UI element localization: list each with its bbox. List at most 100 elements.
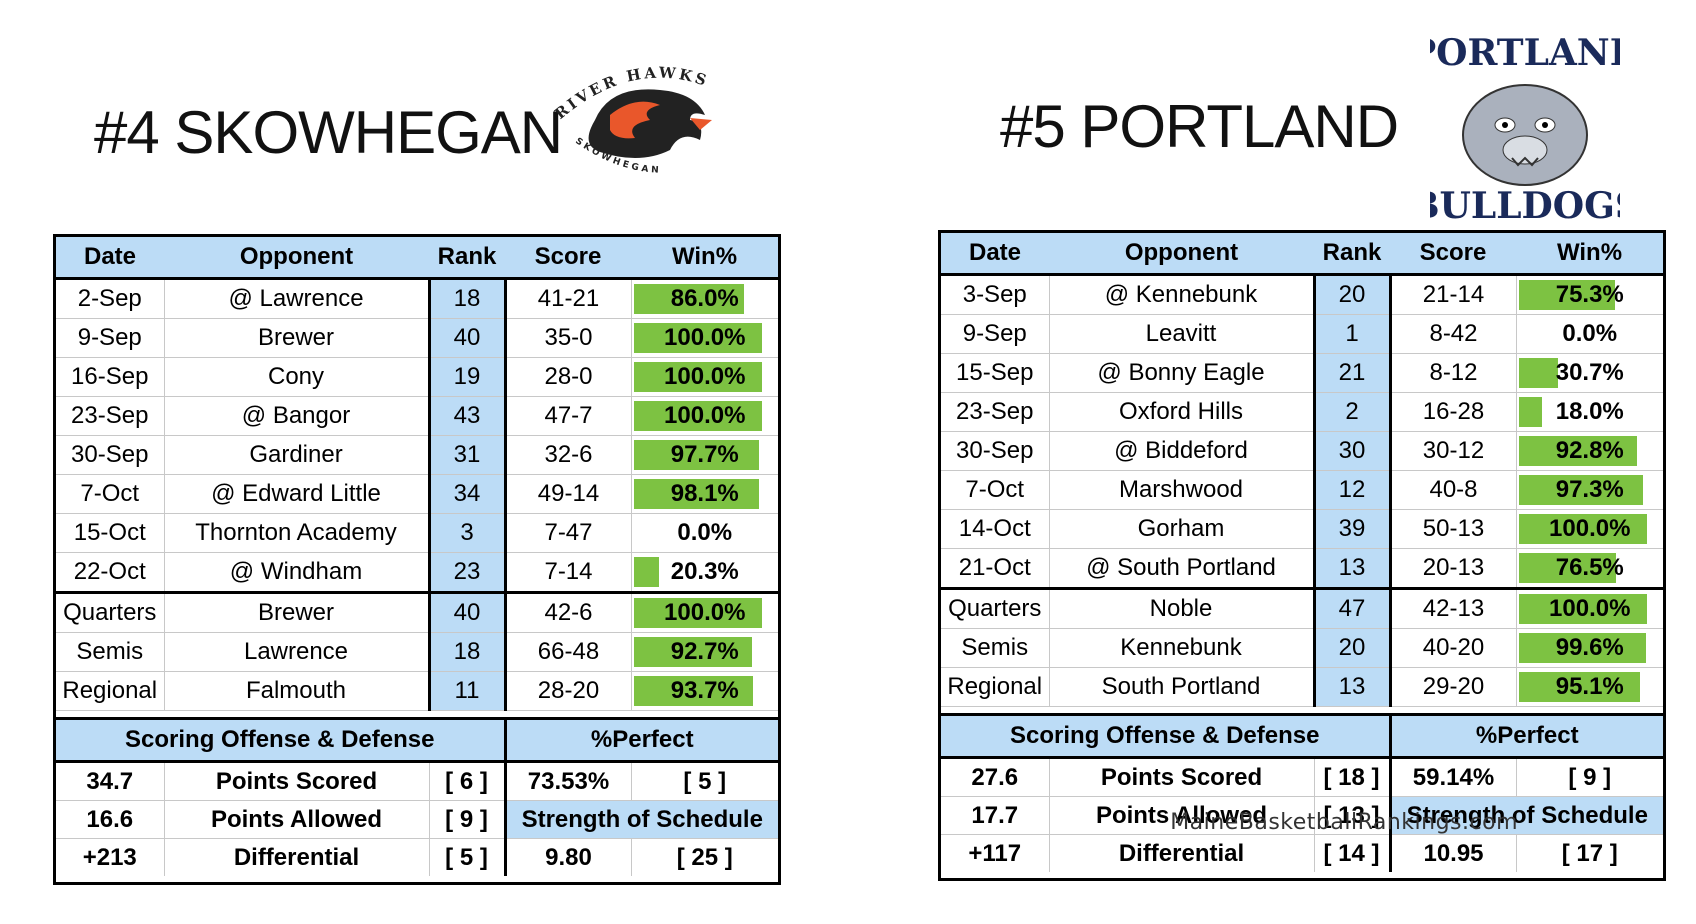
game-win-cell: 100.0% [631,357,778,397]
game-score: 28-20 [505,671,632,711]
game-opponent: Kennebunk [1049,628,1314,668]
game-win-cell: 100.0% [631,396,778,436]
col-score: Score [1390,233,1516,276]
table-row: 9-Sep Leavitt 1 8-42 0.0% [941,314,1663,354]
differential-label: Differential [164,838,430,876]
game-opponent: Cony [164,357,429,397]
game-date: 3-Sep [941,274,1050,315]
game-score: 8-42 [1390,314,1517,354]
game-rank: 40 [427,591,507,633]
win-bar [633,598,762,628]
game-opponent: South Portland [1049,667,1314,707]
sos-rank: [ 25 ] [676,843,733,871]
game-win-pct: 20.3% [670,558,739,585]
game-score: 42-13 [1390,587,1517,629]
points-scored-label: Points Scored [1049,757,1315,797]
table-row: 21-Oct @ South Portland 13 20-13 76.5% [941,548,1663,589]
game-date: 30-Sep [941,431,1050,471]
stats-card: Scoring Offense & Defense %Perfect 27.6 … [938,713,1666,881]
schedule-table: Date Opponent Rank Score Win% 2-Sep @ Law… [56,237,778,711]
schedule-card: Date Opponent Rank Score Win% 2-Sep @ Law… [53,234,781,734]
game-opponent: @ Edward Little [164,474,429,514]
game-score: 42-6 [505,591,632,633]
game-win-pct: 18.0% [1555,398,1624,425]
game-win-pct: 100.0% [664,402,746,429]
game-opponent: @ Bangor [164,396,429,436]
game-rank: 12 [1312,470,1392,510]
game-score: 7-47 [505,513,632,553]
game-win-cell: 0.0% [1516,314,1663,354]
game-date: Regional [941,667,1050,707]
game-win-pct: 95.1% [1555,673,1624,700]
game-win-pct: 93.7% [670,677,739,704]
sos-label: Strength of Schedule [1390,796,1663,835]
game-win-cell: 0.0% [631,513,778,553]
game-win-cell: 100.0% [1516,509,1663,549]
game-win-pct: 0.0% [677,519,733,546]
table-row: 3-Sep @ Kennebunk 20 21-14 75.3% [941,274,1663,315]
differential-value: +117 [941,834,1050,872]
differential-value: +213 [56,838,165,876]
game-opponent: Brewer [164,591,429,633]
scoring-header: Scoring Offense & Defense [56,720,507,763]
points-scored-label: Points Scored [164,761,430,801]
win-bar [633,676,754,706]
game-score: 7-14 [505,552,632,593]
game-win-pct: 97.3% [1555,476,1624,503]
table-row: 7-Oct @ Edward Little 34 49-14 98.1% [56,474,778,514]
game-rank: 34 [427,474,507,514]
game-date: 15-Sep [941,353,1050,393]
game-opponent: Oxford Hills [1049,392,1314,432]
game-rank: 19 [427,357,507,397]
game-score: 20-13 [1390,548,1517,589]
table-row: Quarters Noble 47 42-13 100.0% [941,587,1663,629]
win-bar [1518,280,1615,310]
win-bar [1518,672,1641,702]
points-scored-value: 27.6 [941,757,1050,797]
game-date: 21-Oct [941,548,1050,589]
game-opponent: Gardiner [164,435,429,475]
game-rank: 47 [1312,587,1392,629]
scoring-header: Scoring Offense & Defense [941,716,1392,759]
points-scored-rank: [ 6 ] [429,761,507,801]
logo-top-text: PORTLAND [1430,32,1620,74]
win-bar [1518,397,1542,427]
game-opponent: @ Biddeford [1049,431,1314,471]
game-win-pct: 76.5% [1555,554,1624,581]
game-win-cell: 92.7% [631,632,778,672]
col-date: Date [941,233,1049,276]
perfect-value: 59.14% [1390,757,1517,797]
game-opponent: @ Lawrence [164,278,429,319]
game-rank: 31 [427,435,507,475]
game-opponent: @ Kennebunk [1049,274,1314,315]
table-header-row: Date Opponent Rank Score Win% [56,237,778,280]
game-rank: 18 [427,278,507,319]
game-rank: 1 [1312,314,1392,354]
col-win: Win% [1516,233,1663,276]
game-win-cell: 86.0% [631,278,778,319]
table-row: 15-Oct Thornton Academy 3 7-47 0.0% [56,513,778,553]
game-rank: 30 [1312,431,1392,471]
game-opponent: Noble [1049,587,1314,629]
game-date: Quarters [56,591,165,633]
bulldog-logo: PORTLAND BULLDOGS [1430,32,1620,227]
game-rank: 20 [1312,628,1392,668]
game-score: 66-48 [505,632,632,672]
game-opponent: Leavitt [1049,314,1314,354]
game-opponent: Lawrence [164,632,429,672]
perfect-header: %Perfect [1390,716,1663,759]
table-row: 22-Oct @ Windham 23 7-14 20.3% [56,552,778,593]
stats-table: Scoring Offense & Defense %Perfect 34.7 … [56,720,778,876]
game-score: 30-12 [1390,431,1517,471]
game-win-pct: 86.0% [670,285,739,312]
schedule-card: Date Opponent Rank Score Win% 3-Sep @ Ken… [938,230,1666,730]
game-rank: 3 [427,513,507,553]
win-bar [633,440,759,470]
perfect-value: 73.53% [505,761,632,801]
game-opponent: @ South Portland [1049,548,1314,589]
win-bar [1518,358,1558,388]
game-win-cell: 100.0% [631,591,778,633]
game-date: Quarters [941,587,1050,629]
game-win-pct: 92.7% [670,638,739,665]
table-row: Regional South Portland 13 29-20 95.1% [941,667,1663,707]
